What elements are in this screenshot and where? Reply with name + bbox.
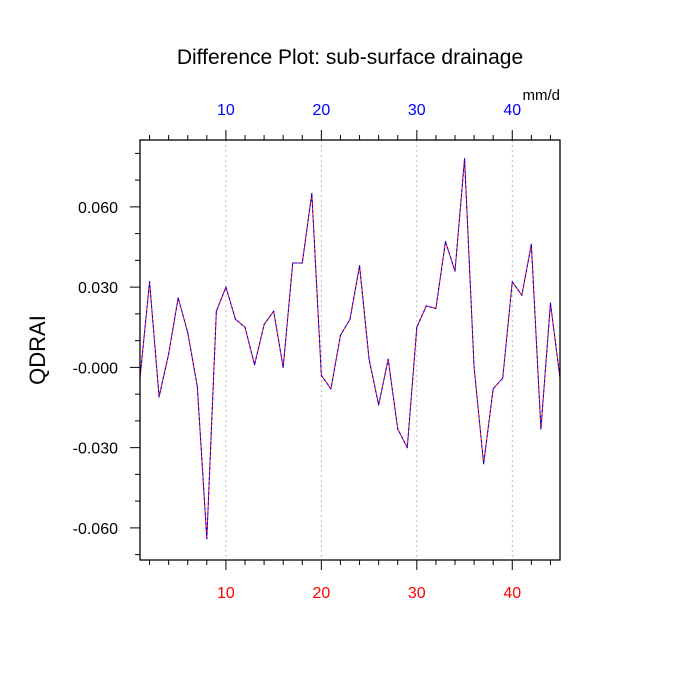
data-point (521, 294, 523, 296)
data-point (368, 358, 370, 360)
data-point (282, 366, 284, 368)
data-point (330, 388, 332, 390)
data-point (549, 302, 552, 304)
series-line (139, 158, 561, 540)
data-point (263, 323, 265, 326)
data-point (358, 265, 361, 267)
data-point (454, 270, 456, 272)
data-point (463, 158, 466, 160)
data-point (511, 281, 513, 283)
x-top-tick-label: 40 (503, 102, 521, 119)
data-point (483, 463, 485, 465)
data-point (168, 353, 170, 355)
x-top-tick-label: 10 (217, 102, 235, 119)
data-point (378, 404, 380, 406)
data-point (540, 428, 542, 430)
data-point (311, 192, 313, 195)
data-point (215, 310, 217, 312)
data-point (273, 310, 275, 312)
data-point (425, 305, 427, 307)
data-point (349, 318, 351, 320)
units-label: mm/d (523, 87, 561, 104)
data-point (225, 286, 227, 288)
data-point (177, 297, 179, 299)
data-point (206, 537, 208, 540)
grid-lines (225, 140, 513, 560)
data-point (148, 281, 151, 283)
data-point (473, 366, 475, 368)
data-point (416, 326, 418, 328)
data-point (187, 332, 189, 334)
data-point (492, 388, 494, 390)
x-top-tick-label: 20 (312, 102, 330, 119)
y-tick-label: -0.000 (73, 360, 118, 377)
y-tick-label: 0.030 (78, 280, 118, 297)
data-point (234, 318, 237, 320)
y-axis-label: QDRAI (25, 315, 50, 385)
data-point (320, 374, 322, 377)
series-group (139, 158, 561, 540)
data-point (244, 326, 246, 328)
plot-frame (139, 139, 561, 561)
y-tick-label: -0.060 (73, 521, 118, 538)
data-point (502, 377, 504, 379)
data-point (339, 334, 342, 336)
data-point (406, 447, 408, 449)
data-point (387, 358, 389, 360)
x-top-tick-label: 30 (408, 102, 426, 119)
data-point (253, 364, 256, 366)
chart-title: Difference Plot: sub-surface drainage (177, 46, 523, 69)
x-tick-label: 30 (408, 585, 426, 602)
x-tick-label: 20 (312, 585, 330, 602)
data-point (292, 262, 294, 264)
data-point (196, 385, 198, 387)
data-point (158, 396, 160, 398)
data-point (397, 428, 399, 430)
tick-labels: 10 10 20 20 30 30 40 40 0.060 0.030 -0.000 -0.030 -0… (73, 102, 522, 602)
x-tick-label: 10 (217, 585, 235, 602)
data-point (301, 262, 303, 264)
data-point (435, 307, 437, 310)
y-tick-label: -0.030 (73, 441, 118, 458)
x-tick-label: 40 (503, 585, 521, 602)
axis-ticks (130, 130, 551, 570)
y-tick-label: 0.060 (78, 200, 118, 217)
data-point (530, 243, 532, 245)
data-point (444, 241, 447, 243)
